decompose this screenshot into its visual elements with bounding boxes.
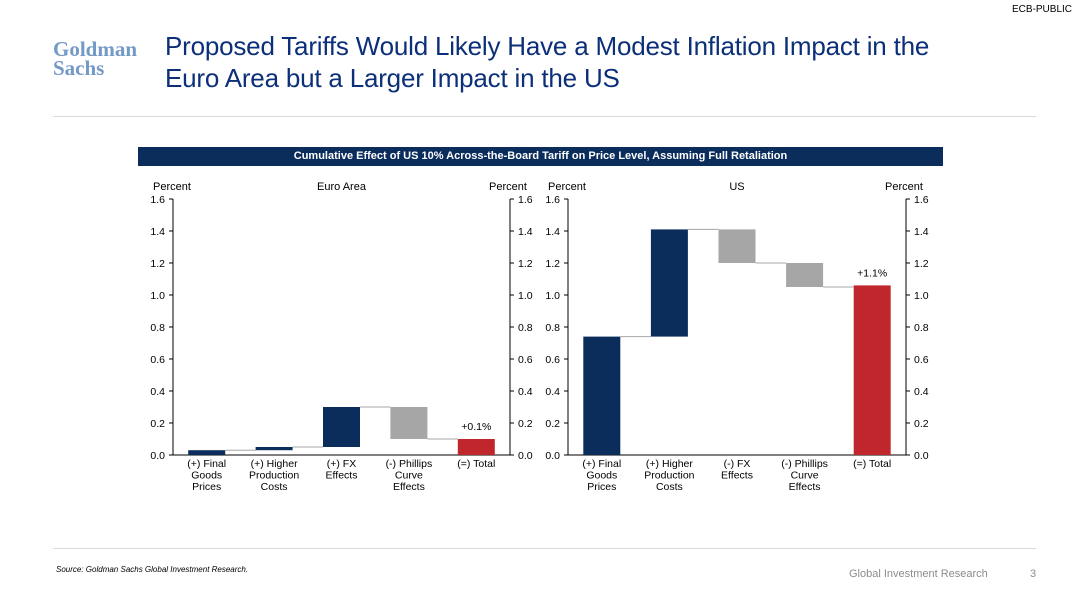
chart-us-category-label-5: (=) Total [853, 458, 891, 470]
chart-euro-ylabel-left: Percent [153, 181, 191, 193]
chart-euro-tick-label-left: 0.2 [150, 418, 165, 430]
page-title: Proposed Tariffs Would Likely Have a Mod… [165, 31, 930, 93]
chart-euro-tick-label-left: 0.0 [150, 450, 165, 462]
chart-euro-tick-label-right: 0.0 [518, 450, 533, 462]
chart-us-tick-label-left: 1.0 [545, 290, 560, 302]
chart-us-tick-label-left: 0.4 [545, 386, 560, 398]
chart-euro-tick-label-right: 0.8 [518, 322, 533, 334]
chart-us-ylabel-left: Percent [548, 181, 586, 193]
chart-euro-title: Euro Area [317, 181, 367, 193]
logo-line-2: Sachs [53, 56, 105, 80]
chart-euro-tick-label-left: 0.8 [150, 322, 165, 334]
chart-euro-category-label-1: (+) Final Goods Prices [187, 458, 226, 493]
chart-us-bar-1 [583, 336, 621, 455]
chart-euro-bar-3 [323, 407, 360, 447]
chart-euro-total-label: +0.1% [461, 421, 491, 433]
chart-us-tick-label-left: 1.2 [545, 258, 560, 270]
chart-us-tick-label-right: 0.4 [914, 386, 929, 398]
chart-us-category-label-1: (+) Final Goods Prices [582, 458, 621, 493]
chart-euro-bar-1 [188, 450, 226, 455]
chart-us-tick-label-right: 0.2 [914, 418, 929, 430]
chart-euro-tick-label-left: 1.0 [150, 290, 165, 302]
chart-euro-category-label-2: (+) Higher Production Costs [249, 458, 299, 493]
chart-euro-tick-label-left: 1.6 [150, 194, 165, 206]
footer-divider [53, 548, 1036, 549]
chart-us-tick-label-left: 0.2 [545, 418, 560, 430]
classification-label: ECB-PUBLIC [1011, 4, 1072, 15]
chart-euro-ylabel-right: Percent [489, 181, 527, 193]
chart-euro-category-label-5: (=) Total [457, 458, 495, 470]
source-note: Source: Goldman Sachs Global Investment … [56, 565, 249, 574]
chart-euro-tick-label-left: 0.6 [150, 354, 165, 366]
chart-us-tick-label-left: 0.8 [545, 322, 560, 334]
chart-us-bar-5 [853, 285, 891, 455]
chart-euro-tick-label-left: 1.2 [150, 258, 165, 270]
chart-us-tick-label-right: 1.0 [914, 290, 929, 302]
chart-euro-category-label-3: (+) FX Effects [326, 458, 358, 482]
goldman-sachs-logo: Goldman Sachs [53, 37, 145, 80]
chart-euro-tick-label-left: 0.4 [150, 386, 165, 398]
chart-us-tick-label-right: 0.0 [914, 450, 929, 462]
chart-euro-bar-5 [457, 439, 495, 455]
chart-us-category-label-4: (-) Phillips Curve Effects [781, 458, 828, 493]
chart-euro-bar-2 [255, 447, 293, 451]
chart-euro-bar-4 [390, 407, 428, 439]
footer-text: Global Investment Research [849, 568, 988, 580]
chart-us-tick-label-left: 0.0 [545, 450, 560, 462]
chart-euro-tick-label-right: 0.2 [518, 418, 533, 430]
chart-us-bar-2 [650, 229, 688, 337]
chart-euro-tick-label-right: 0.4 [518, 386, 533, 398]
chart-euro-tick-label-right: 1.6 [518, 194, 533, 206]
header-divider [53, 116, 1036, 117]
chart-us-category-label-2: (+) Higher Production Costs [644, 458, 694, 493]
chart-euro-tick-label-right: 1.2 [518, 258, 533, 270]
chart-us-total-label: +1.1% [857, 267, 887, 279]
chart-euro-tick-label-right: 1.4 [518, 226, 533, 238]
chart-euro-tick-label-right: 0.6 [518, 354, 533, 366]
chart-us-tick-label-left: 1.6 [545, 194, 560, 206]
chart-banner: Cumulative Effect of US 10% Across-the-B… [138, 147, 943, 166]
chart-us-bar-3 [718, 229, 756, 263]
chart-us-tick-label-right: 1.2 [914, 258, 929, 270]
chart-us-tick-label-right: 1.4 [914, 226, 929, 238]
chart-us-tick-label-right: 0.6 [914, 354, 929, 366]
chart-euro-tick-label-right: 1.0 [518, 290, 533, 302]
page-number: 3 [1030, 568, 1037, 580]
chart-us-ylabel-right: Percent [885, 181, 923, 193]
chart-euro-category-label-4: (-) Phillips Curve Effects [386, 458, 433, 493]
chart-euro-tick-label-left: 1.4 [150, 226, 165, 238]
logo-line-1: Goldman [53, 37, 138, 61]
chart-us-tick-label-right: 0.8 [914, 322, 929, 334]
chart-us-tick-label-left: 0.6 [545, 354, 560, 366]
chart-us-tick-label-left: 1.4 [545, 226, 560, 238]
chart-us-bar-4 [786, 263, 824, 287]
chart-us-tick-label-right: 1.6 [914, 194, 929, 206]
chart-us-title: US [729, 181, 744, 193]
chart-us-category-label-3: (-) FX Effects [721, 458, 753, 482]
